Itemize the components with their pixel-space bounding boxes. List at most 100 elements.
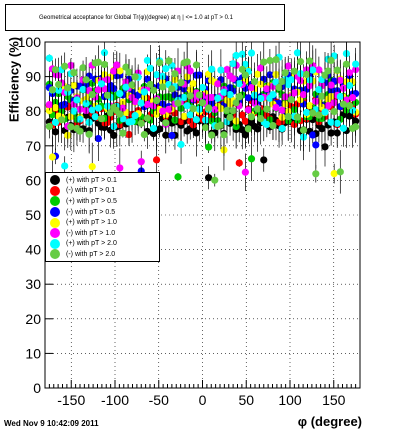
data-point — [257, 94, 265, 103]
data-point — [339, 100, 347, 108]
data-point — [131, 98, 139, 106]
data-point — [257, 64, 265, 72]
y-tick-label: 10 — [25, 345, 41, 361]
data-point — [241, 168, 249, 176]
data-point — [229, 60, 237, 68]
data-point — [116, 110, 124, 118]
y-tick-label: 0 — [33, 380, 41, 396]
data-point — [345, 102, 354, 110]
data-point — [330, 170, 338, 178]
data-point — [229, 106, 237, 115]
data-point — [97, 80, 106, 88]
data-point — [226, 113, 234, 122]
data-point — [241, 117, 249, 125]
data-point — [238, 50, 246, 58]
data-point — [352, 60, 360, 68]
legend-label: (+) with pT > 0.1 — [66, 176, 117, 184]
data-point — [327, 81, 335, 89]
data-point — [119, 104, 127, 112]
data-point — [48, 86, 57, 94]
data-point — [58, 116, 66, 124]
data-point — [238, 65, 246, 74]
data-point — [303, 70, 311, 79]
x-tick-label: 50 — [238, 392, 254, 408]
data-point — [284, 112, 292, 121]
data-point — [107, 109, 115, 117]
data-point — [315, 111, 323, 119]
data-point — [156, 59, 164, 67]
x-tick-label: -50 — [149, 392, 169, 408]
data-point — [67, 123, 75, 131]
data-point — [263, 105, 271, 113]
chart-title: Geometrical acceptance for Global Tr(φ)(… — [39, 14, 233, 21]
data-point — [180, 93, 188, 102]
data-point — [214, 80, 222, 88]
data-point — [137, 99, 145, 107]
x-tick-label: -150 — [57, 392, 85, 408]
legend-label: (-) with pT > 2.0 — [66, 250, 116, 258]
x-tick-label: 150 — [322, 392, 346, 408]
legend-item: (-) with pT > 0.5 — [50, 207, 155, 218]
data-point — [226, 91, 234, 99]
data-point — [51, 66, 60, 74]
data-point — [177, 79, 185, 87]
data-point — [339, 124, 347, 132]
data-point — [293, 49, 302, 57]
y-tick-label: 50 — [25, 207, 41, 223]
data-point — [94, 58, 102, 66]
data-point — [54, 86, 63, 94]
data-point — [217, 121, 225, 129]
legend-marker — [50, 207, 60, 218]
data-point — [217, 66, 225, 74]
data-point — [250, 78, 259, 86]
data-point — [152, 71, 161, 79]
data-point — [116, 90, 124, 98]
data-point — [119, 129, 127, 137]
data-point — [192, 115, 200, 124]
data-point — [247, 113, 256, 121]
data-point — [103, 91, 112, 99]
data-point — [345, 69, 354, 77]
data-point — [281, 69, 289, 77]
data-point — [254, 105, 262, 113]
data-point — [290, 67, 298, 75]
data-point — [70, 69, 78, 77]
data-point — [342, 60, 351, 68]
data-point — [94, 134, 102, 143]
legend-label: (-) with pT > 0.5 — [66, 208, 116, 216]
y-tick-label: 30 — [25, 276, 41, 292]
data-point — [146, 64, 155, 72]
legend-label: (+) with pT > 1.0 — [66, 219, 117, 227]
data-point — [299, 126, 308, 134]
data-point — [168, 131, 176, 140]
data-point — [45, 122, 53, 131]
data-point — [180, 112, 188, 120]
data-point — [232, 99, 240, 107]
data-point — [263, 85, 271, 93]
data-point — [94, 86, 102, 94]
data-point — [260, 58, 268, 66]
data-point — [51, 104, 60, 112]
y-tick-label: 100 — [18, 34, 42, 50]
y-axis-label: Efficiency (%) — [6, 36, 22, 123]
timestamp: Wed Nov 9 10:42:09 2011 — [4, 419, 99, 428]
data-point — [195, 91, 204, 99]
legend-marker — [50, 249, 60, 260]
data-point — [76, 115, 84, 123]
y-tick-label: 20 — [25, 311, 41, 327]
data-point — [327, 56, 335, 65]
data-point — [152, 156, 161, 164]
data-point — [79, 64, 87, 72]
data-point — [287, 76, 295, 84]
data-point — [186, 111, 194, 119]
data-point — [266, 56, 274, 65]
data-point — [183, 102, 191, 110]
legend-marker — [50, 185, 60, 196]
data-point — [131, 73, 139, 81]
data-point — [186, 67, 194, 75]
data-point — [88, 90, 96, 99]
data-point — [275, 83, 283, 91]
data-point — [192, 129, 200, 137]
data-point — [61, 62, 69, 70]
legend-label: (-) with pT > 0.1 — [66, 187, 116, 195]
